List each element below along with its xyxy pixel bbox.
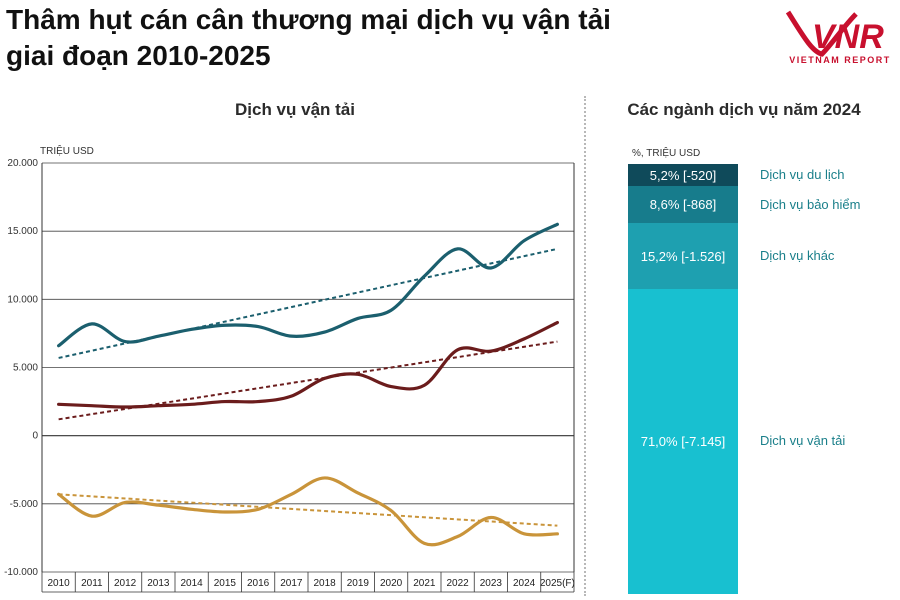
left-unit-label: TRIỆU USD bbox=[40, 146, 94, 157]
logo-swoosh bbox=[785, 10, 858, 57]
x-tick-label: 2013 bbox=[147, 578, 170, 589]
segment-category-label: Dịch vụ khác bbox=[760, 248, 835, 264]
series-gold-trend bbox=[58, 493, 558, 527]
x-tick-label: 2019 bbox=[347, 578, 370, 589]
logo-text: VIETNAM REPORT bbox=[789, 55, 891, 65]
x-tick-label: 2016 bbox=[247, 578, 270, 589]
left-chart-title: Dịch vụ vận tải bbox=[235, 100, 355, 119]
segment-category-label: Dịch vụ vận tải bbox=[760, 433, 846, 449]
x-tick-label: 2020 bbox=[380, 578, 403, 589]
y-tick-label: 5.000 bbox=[13, 363, 38, 374]
segment-value-label: 5,2% [-520] bbox=[649, 167, 717, 183]
segment-value-label: 71,0% [-7.145] bbox=[640, 433, 726, 449]
series-teal-trend bbox=[58, 247, 558, 359]
series-gold bbox=[57, 476, 559, 547]
section-divider bbox=[584, 96, 586, 596]
right-unit-label: %, TRIỆU USD bbox=[632, 148, 701, 159]
series-red-trend bbox=[58, 340, 558, 421]
logo-mark: VNR bbox=[812, 18, 884, 56]
x-tick-label: 2018 bbox=[314, 578, 337, 589]
x-tick-label: 2012 bbox=[114, 578, 137, 589]
x-tick-label: 2025(F) bbox=[540, 578, 575, 589]
x-tick-label: 2010 bbox=[48, 578, 71, 589]
x-tick-label: 2017 bbox=[280, 578, 303, 589]
y-tick-label: 0 bbox=[32, 431, 38, 442]
x-tick-label: 2022 bbox=[447, 578, 470, 589]
segment-category-label: Dịch vụ du lịch bbox=[760, 167, 845, 183]
x-tick-label: 2014 bbox=[181, 578, 204, 589]
vnr-logo: VNR bbox=[785, 10, 884, 57]
y-tick-label: 15.000 bbox=[7, 226, 38, 237]
line-chart: 20.000 15.000 10.000 5.000 0 -5.000 -10.000 201… bbox=[4, 158, 575, 593]
segment-value-label: 15,2% [-1.526] bbox=[640, 248, 726, 264]
segment-value-label: 8,6% [-868] bbox=[649, 197, 717, 213]
y-tick-label: 20.000 bbox=[7, 158, 38, 169]
right-chart-title: Các ngành dịch vụ năm 2024 bbox=[627, 100, 861, 119]
y-tick-label: 10.000 bbox=[7, 294, 38, 305]
stack-segment-2: 8,6% [-868] bbox=[628, 186, 738, 224]
title-line-1: Thâm hụt cán cân thương mại dịch vụ vận … bbox=[6, 4, 611, 35]
page-title: Thâm hụt cán cân thương mại dịch vụ vận … bbox=[6, 2, 706, 74]
series-teal bbox=[57, 222, 559, 348]
title-line-2: giai đoạn 2010-2025 bbox=[6, 40, 271, 71]
x-tick-label: 2024 bbox=[513, 578, 536, 589]
stack-segment-3: 15,2% [-1.526] bbox=[628, 223, 738, 289]
y-tick-label: -10.000 bbox=[4, 567, 38, 578]
stack-segment-1: 5,2% [-520] bbox=[628, 164, 738, 187]
y-tick-label: -5.000 bbox=[10, 499, 39, 510]
x-tick-label: 2011 bbox=[81, 578, 103, 589]
x-tick-label: 2023 bbox=[480, 578, 503, 589]
x-tick-label: 2021 bbox=[413, 578, 436, 589]
x-tick-label: 2015 bbox=[214, 578, 237, 589]
stack-segment-4: 71,0% [-7.145] bbox=[628, 288, 738, 594]
segment-category-label: Dịch vụ bảo hiểm bbox=[760, 196, 861, 212]
